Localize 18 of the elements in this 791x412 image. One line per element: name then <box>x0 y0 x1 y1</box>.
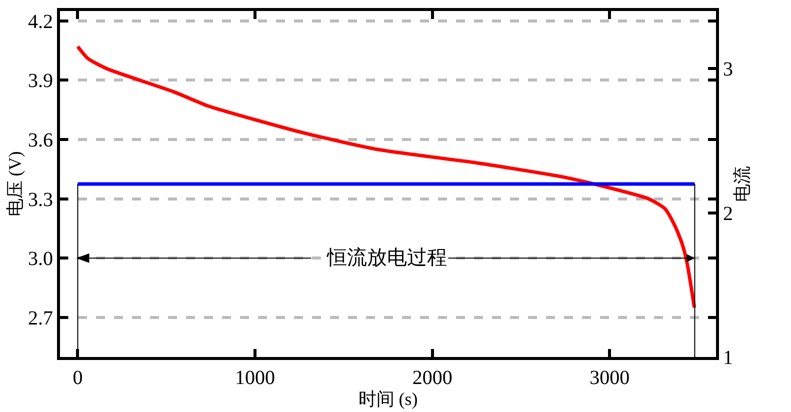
y-tick-label: 3.9 <box>28 70 53 92</box>
annotation: 恒流放电过程 <box>326 247 447 269</box>
y-tick-label: 3.6 <box>28 130 53 152</box>
y-tick-label: 2.7 <box>28 307 53 330</box>
y-tick-label: 4.2 <box>28 10 53 33</box>
y2-tick-label: 2 <box>723 202 733 225</box>
x-axis-title: 时间 (s) <box>358 389 418 409</box>
x-tick-label: 0 <box>72 367 83 389</box>
line-series <box>76 44 696 310</box>
y2-tick-label: 3 <box>723 58 733 81</box>
y2-tick-label: 1 <box>723 347 733 369</box>
y2-axis-title: 电流 <box>732 166 752 202</box>
y-axis-title: 电压 (V) <box>5 151 26 217</box>
x-tick-label: 3000 <box>590 367 630 389</box>
x-tick-label: 1000 <box>235 367 276 389</box>
y-tick-label: 3.0 <box>28 248 53 270</box>
x-tick-label: 2000 <box>412 367 452 389</box>
y-tick-label: 3.3 <box>28 188 53 211</box>
